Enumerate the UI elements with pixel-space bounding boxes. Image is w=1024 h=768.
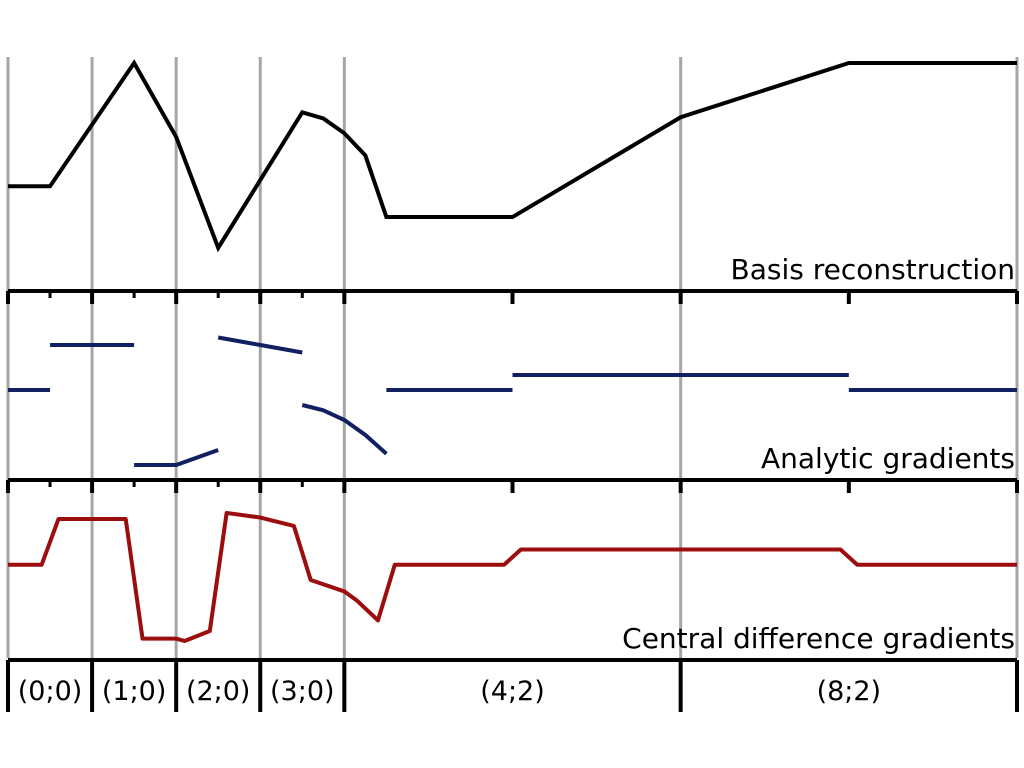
segment-label: (1;0) [102,676,167,707]
panel-basis: Basis reconstruction [6,59,1019,304]
gridlines [6,57,1019,658]
segment-label: (4;2) [480,676,545,707]
analytic-segment [134,448,219,467]
basis-curve [8,59,1017,253]
basis-ticks [6,291,1019,304]
segment-label: (3;0) [270,676,335,707]
segment-label: (0;0) [18,676,83,707]
analytic-label: Analytic gradients [761,442,1015,475]
panel-analytic: Analytic gradients [6,335,1019,493]
segment-label: (2;0) [186,676,251,707]
segment-label: (8;2) [817,676,882,707]
analytic-curve [8,335,1017,467]
analytic-segment [217,335,303,355]
panel-central: Central difference gradients [8,510,1017,662]
analytic-segment [301,403,388,456]
central-curve [8,510,1017,643]
basis-label: Basis reconstruction [731,253,1015,286]
segment-labels: (0;0) (1;0) (2;0) (3;0) (4;2) (8;2) [6,660,1019,712]
analytic-ticks [6,480,1019,493]
central-label: Central difference gradients [622,622,1015,655]
